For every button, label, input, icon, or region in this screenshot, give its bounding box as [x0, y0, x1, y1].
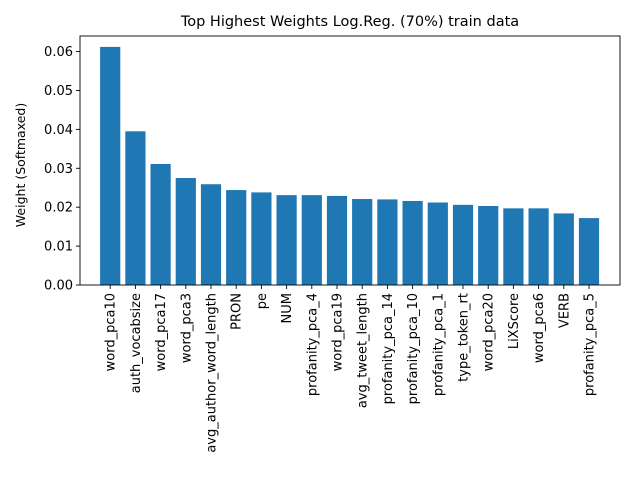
x-tick-label: profanity_pca_1 — [431, 293, 446, 396]
x-tick-label: profanity_pca_4 — [305, 293, 320, 396]
x-tick-label: type_token_rt — [457, 293, 472, 382]
x-tick-label: profanity_pca_14 — [381, 293, 396, 404]
y-tick-label: 0.00 — [44, 279, 73, 294]
bar — [427, 202, 448, 285]
y-axis-ticks: 0.00 0.01 0.02 0.03 0.04 0.05 0.06 — [44, 45, 80, 294]
y-tick-label: 0.02 — [44, 201, 73, 216]
axes-frame — [79, 35, 621, 286]
x-tick-label: PRON — [230, 293, 245, 330]
x-tick-label: auth_vocabsize — [129, 293, 144, 393]
x-tick-label: NUM — [280, 293, 295, 323]
bar — [528, 208, 549, 285]
bar — [578, 218, 600, 285]
x-tick-label: word_pca3 — [179, 293, 194, 363]
bar — [452, 204, 474, 285]
bar — [276, 195, 297, 285]
bar — [301, 195, 322, 285]
x-tick-label: LiXScore — [507, 293, 522, 349]
bar — [175, 178, 196, 285]
x-tick-label: pe — [255, 293, 270, 309]
y-tick-label: 0.03 — [44, 162, 73, 177]
bar — [377, 199, 398, 285]
bar — [402, 200, 423, 285]
x-tick-label: word_pca10 — [104, 293, 119, 371]
x-tick-label: word_pca19 — [331, 293, 346, 371]
y-tick-label: 0.01 — [44, 240, 73, 255]
x-tick-label: word_pca17 — [154, 293, 169, 371]
x-tick-label: profanity_pca_5 — [583, 293, 598, 396]
x-tick-label: VERB — [557, 293, 572, 328]
chart-title: Top Highest Weights Log.Reg. (70%) train… — [180, 14, 519, 30]
bar — [226, 190, 247, 285]
x-tick-label: word_pca20 — [482, 293, 497, 371]
bar — [200, 184, 222, 285]
x-axis-ticks: word_pca10 auth_vocabsize word_pca17 word_p… — [104, 285, 598, 453]
x-tick-label: word_pca6 — [532, 293, 547, 363]
bar — [352, 199, 373, 285]
bar — [100, 46, 121, 285]
bar — [478, 206, 499, 285]
plot-frame — [79, 35, 621, 286]
bar — [150, 164, 171, 285]
x-tick-label: profanity_pca_10 — [406, 293, 421, 404]
bars — [100, 46, 600, 285]
x-tick-label: avg_tweet_length — [356, 293, 371, 408]
x-tick-label: avg_author_word_length — [205, 293, 220, 453]
bar — [125, 131, 146, 285]
bar — [503, 208, 524, 285]
y-axis-label: Weight (Softmaxed) — [13, 103, 28, 227]
bar — [251, 192, 272, 285]
y-tick-label: 0.06 — [44, 45, 73, 60]
y-tick-label: 0.05 — [44, 84, 73, 99]
y-tick-label: 0.04 — [44, 123, 73, 138]
bar — [553, 213, 574, 285]
bar — [326, 195, 348, 285]
